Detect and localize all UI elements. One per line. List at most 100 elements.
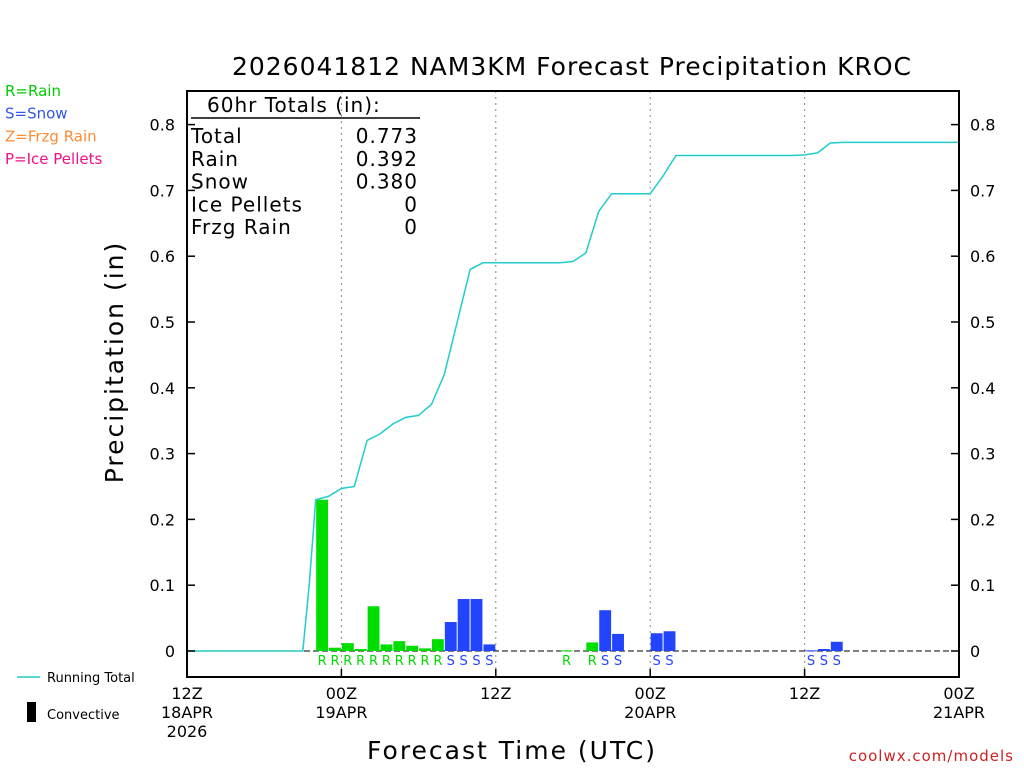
precip-type-label: S: [472, 654, 480, 669]
y-tick-label-right: 0.3: [970, 445, 995, 464]
y-tick-label-left: 0.5: [150, 313, 175, 332]
precip-bar: [650, 633, 663, 651]
totals-row-value: 0.380: [356, 170, 418, 194]
totals-row-label: Total: [190, 124, 243, 148]
precip-type-legend: R=Rain S=Snow Z=Frzg Rain P=Ice Pellets: [5, 82, 102, 168]
precip-bar: [560, 650, 573, 652]
totals-box: 60hr Totals (in): Total 0.773 Rain 0.392 Sno…: [190, 93, 420, 239]
x-tick-label: 00Z: [943, 684, 974, 703]
precip-type-label: R: [421, 654, 430, 669]
convective-legend-label: Convective: [47, 708, 120, 723]
y-tick-label-left: 0.3: [150, 445, 175, 464]
running-total-polyline: [187, 141, 959, 652]
precip-type-label: S: [807, 654, 815, 669]
precip-type-label: S: [820, 654, 828, 669]
totals-row-label: Frzg Rain: [191, 215, 292, 239]
y-tick-label-left: 0.2: [150, 510, 175, 529]
precip-bar: [586, 642, 599, 651]
precip-bar: [316, 499, 329, 651]
y-tick-label-right: 0.7: [970, 181, 995, 200]
precip-bar: [393, 641, 406, 651]
chart-title: 2026041812 NAM3KM Forecast Precipitation…: [232, 52, 912, 81]
precip-type-label: S: [485, 654, 493, 669]
x-tick-label: 00Z: [326, 684, 357, 703]
y-axis-label: Precipitation (in): [100, 241, 129, 484]
y-tick-label-left: 0.8: [150, 116, 175, 135]
totals-row-label: Snow: [191, 170, 249, 194]
y-tick-label-right: 0.5: [970, 313, 995, 332]
precip-bar: [457, 599, 470, 651]
y-tick-label-right: 0.1: [970, 576, 995, 595]
precip-type-label: S: [665, 654, 673, 669]
x-tick-label: 20APR: [624, 703, 676, 722]
precip-bar: [329, 647, 341, 651]
precip-type-label: R: [330, 654, 339, 669]
convective-swatch: [27, 702, 36, 722]
y-tick-label-left: 0.1: [150, 576, 175, 595]
totals-title: 60hr Totals (in):: [207, 93, 381, 117]
precip-bar: [663, 631, 676, 651]
precip-type-label: R: [318, 654, 327, 669]
x-tick-label: 12Z: [789, 684, 820, 703]
precip-type-label: S: [614, 654, 622, 669]
precip-bar: [483, 644, 496, 651]
precip-bar: [431, 639, 444, 651]
precip-bar: [599, 610, 612, 651]
x-tick-label: 12Z: [171, 684, 202, 703]
y-tick-label-left: 0.4: [150, 379, 175, 398]
totals-row-value: 0.773: [356, 124, 418, 148]
precip-type-label: R: [369, 654, 378, 669]
x-tick-label: 21APR: [933, 703, 985, 722]
y-tick-label-right: 0.6: [970, 247, 995, 266]
y-tick-label-right: 0: [970, 642, 980, 661]
precip-bar: [406, 645, 419, 651]
precip-type-label: S: [653, 654, 661, 669]
y-tick-label-right: 0.8: [970, 116, 995, 135]
running-total-legend-label: Running Total: [47, 671, 135, 686]
x-tick-label: 19APR: [315, 703, 367, 722]
y-tick-label-left: 0.6: [150, 247, 175, 266]
precip-bar: [444, 622, 457, 651]
precip-type-label: R: [408, 654, 417, 669]
x-axis-label: Forecast Time (UTC): [367, 736, 657, 765]
gridlines: [340, 91, 806, 677]
y-tick-label-right: 0.4: [970, 379, 995, 398]
totals-row-label: Ice Pellets: [191, 192, 303, 216]
precip-type-label: R: [588, 654, 597, 669]
totals-row-value: 0: [404, 215, 418, 239]
x-tick-label: 00Z: [635, 684, 666, 703]
totals-row-value: 0.392: [356, 147, 418, 171]
precip-type-label: R: [356, 654, 365, 669]
totals-row-value: 0: [404, 192, 418, 216]
y-tick-label-right: 0.2: [970, 510, 995, 529]
precip-bar: [470, 599, 483, 651]
y-axis-right: 0 0.1 0.2 0.3 0.4 0.5 0.6 0.7 0.8: [951, 116, 995, 661]
precip-bar: [380, 644, 393, 651]
legend-item: Z=Frzg Rain: [5, 127, 97, 145]
y-tick-label-left: 0: [165, 642, 175, 661]
precip-type-label: R: [343, 654, 352, 669]
precip-type-label: S: [833, 654, 841, 669]
precip-bar: [341, 643, 354, 651]
bottom-legend: Running Total Convective: [17, 671, 135, 723]
credit-text: coolwx.com/models: [849, 747, 1014, 765]
legend-item: S=Snow: [5, 105, 68, 123]
precip-bar: [612, 633, 624, 651]
x-tick-label: 18APR: [161, 703, 213, 722]
legend-item: R=Rain: [5, 82, 61, 100]
precip-type-label: R: [562, 654, 571, 669]
y-axis-left: 0 0.1 0.2 0.3 0.4 0.5 0.6 0.7 0.8: [150, 116, 195, 661]
running-total-line: [187, 141, 959, 652]
precip-type-label: S: [601, 654, 609, 669]
plot-frame: [186, 90, 960, 678]
precip-bar: [805, 650, 817, 652]
x-tick-label: 2026: [167, 722, 208, 741]
precip-type-label: R: [395, 654, 404, 669]
precip-bar: [367, 606, 380, 651]
y-tick-label-left: 0.7: [150, 181, 175, 200]
precip-type-label: S: [460, 654, 468, 669]
precip-bar: [817, 649, 830, 651]
